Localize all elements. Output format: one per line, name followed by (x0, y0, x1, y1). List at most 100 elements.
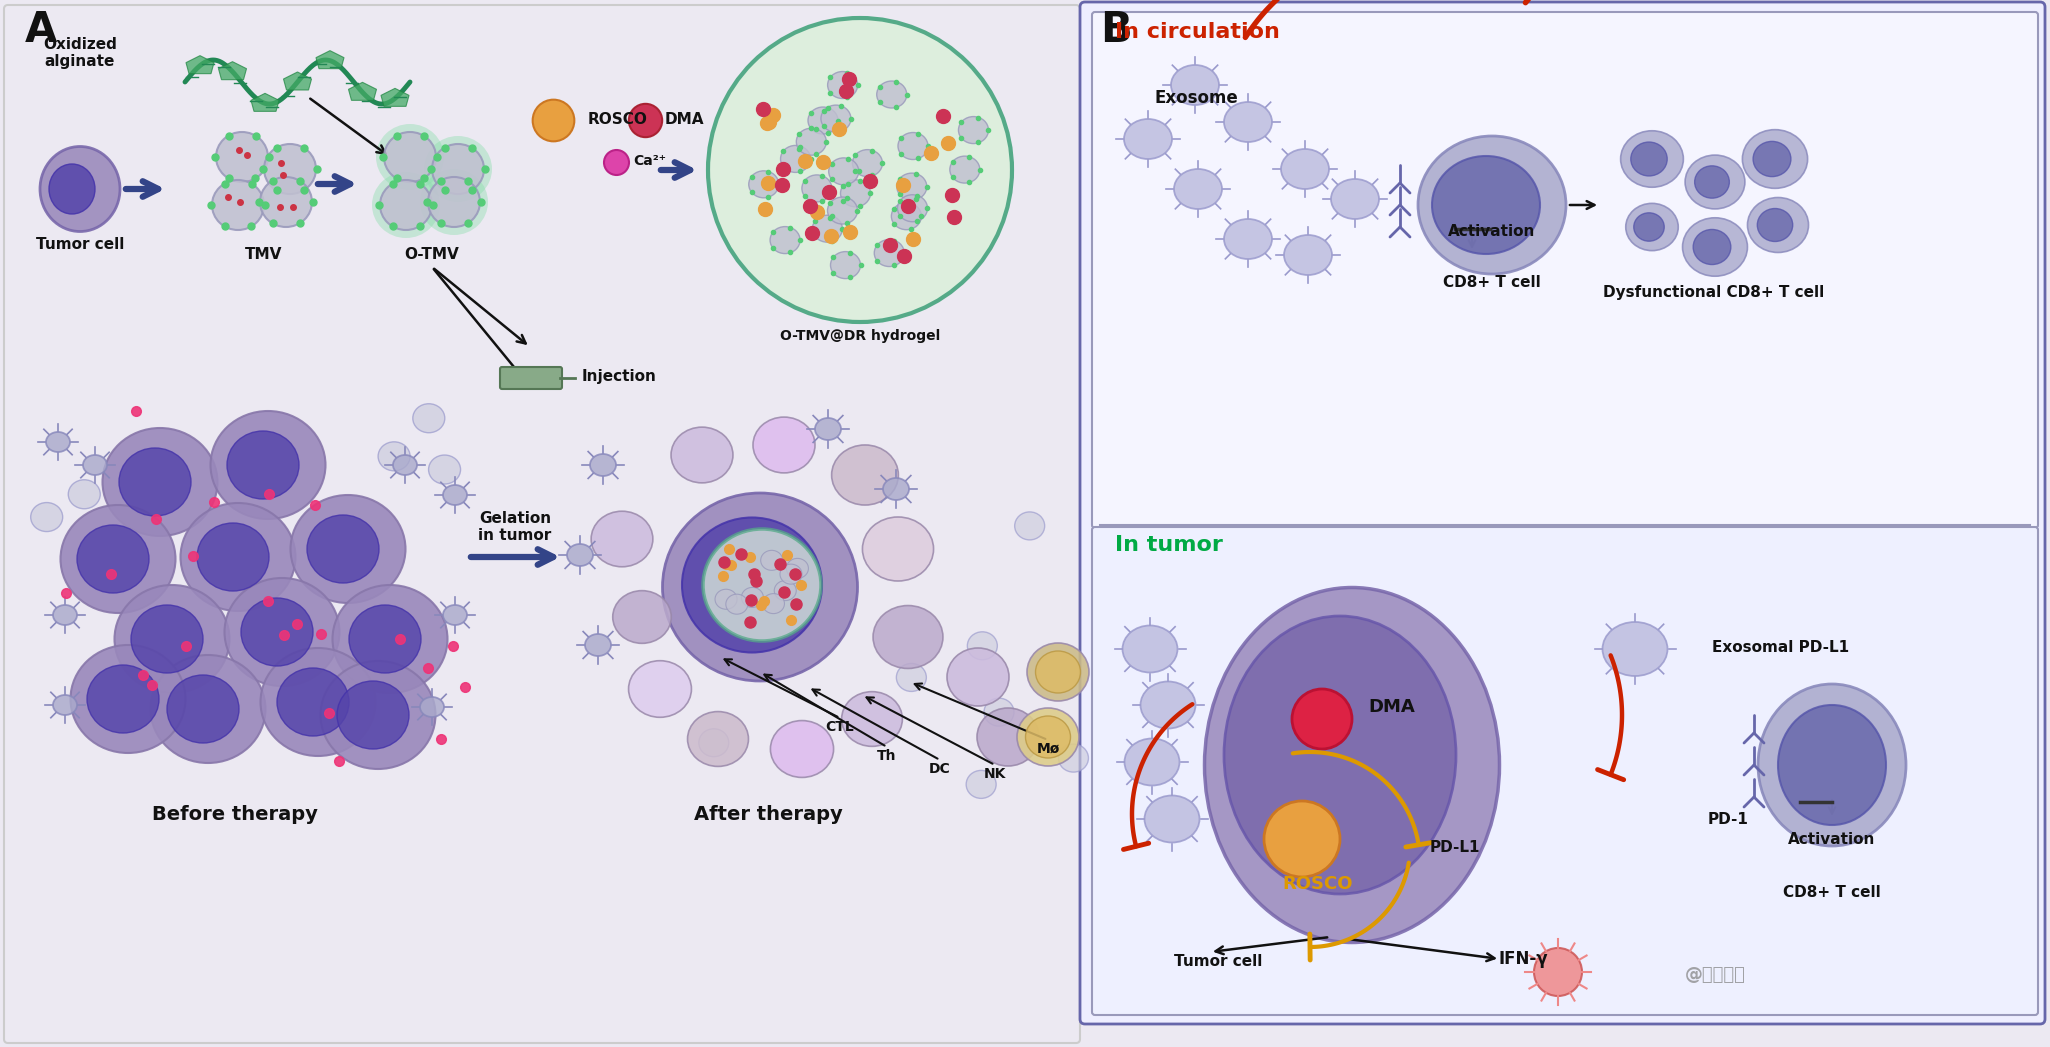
Text: O-TMV: O-TMV (404, 247, 459, 262)
Ellipse shape (1175, 169, 1222, 209)
Ellipse shape (832, 445, 898, 505)
Ellipse shape (873, 605, 943, 668)
Ellipse shape (949, 156, 980, 183)
Polygon shape (316, 50, 344, 69)
Ellipse shape (1144, 796, 1199, 843)
Ellipse shape (1017, 708, 1078, 766)
Ellipse shape (1747, 198, 1808, 252)
Ellipse shape (332, 585, 447, 693)
Circle shape (1292, 689, 1353, 749)
Ellipse shape (1685, 155, 1745, 209)
Text: Gelation
in tumor: Gelation in tumor (478, 511, 551, 543)
Circle shape (707, 18, 1013, 322)
Ellipse shape (808, 107, 838, 134)
Ellipse shape (1757, 208, 1792, 242)
Ellipse shape (1683, 218, 1747, 276)
Ellipse shape (31, 503, 64, 532)
Ellipse shape (877, 81, 906, 108)
Ellipse shape (892, 203, 920, 229)
Ellipse shape (1742, 130, 1808, 188)
Ellipse shape (670, 427, 734, 483)
Ellipse shape (853, 150, 882, 177)
Ellipse shape (828, 158, 859, 185)
Ellipse shape (291, 495, 406, 603)
Text: Injection: Injection (582, 370, 656, 384)
Text: CD8+ T cell: CD8+ T cell (1443, 275, 1542, 290)
Ellipse shape (1171, 65, 1220, 105)
Ellipse shape (1777, 705, 1886, 825)
Ellipse shape (1015, 512, 1046, 540)
Ellipse shape (211, 411, 326, 519)
Ellipse shape (53, 695, 78, 715)
Ellipse shape (424, 136, 492, 202)
Text: ROSCO: ROSCO (1283, 875, 1353, 893)
Ellipse shape (1224, 219, 1271, 259)
Circle shape (1533, 948, 1583, 996)
Ellipse shape (590, 454, 615, 476)
Text: Oxidized
alginate: Oxidized alginate (43, 37, 117, 69)
Ellipse shape (1140, 682, 1195, 729)
Ellipse shape (959, 116, 988, 143)
Ellipse shape (150, 655, 266, 763)
Text: Dysfunctional CD8+ T cell: Dysfunctional CD8+ T cell (1603, 285, 1824, 300)
Ellipse shape (1283, 235, 1332, 275)
Ellipse shape (984, 698, 1015, 727)
Ellipse shape (1419, 136, 1566, 274)
Ellipse shape (795, 128, 826, 155)
Ellipse shape (264, 144, 316, 194)
Ellipse shape (260, 177, 312, 227)
Ellipse shape (1224, 616, 1456, 894)
Ellipse shape (394, 455, 416, 475)
Ellipse shape (1433, 156, 1540, 254)
Ellipse shape (613, 591, 670, 643)
Ellipse shape (830, 251, 861, 279)
Ellipse shape (748, 171, 779, 198)
Ellipse shape (726, 595, 748, 615)
Ellipse shape (1603, 622, 1667, 676)
Ellipse shape (1027, 643, 1089, 701)
Polygon shape (250, 93, 279, 111)
Ellipse shape (45, 432, 70, 452)
Ellipse shape (771, 720, 834, 778)
Ellipse shape (49, 164, 94, 214)
Ellipse shape (443, 605, 467, 625)
Ellipse shape (82, 455, 107, 475)
Text: NK: NK (984, 767, 1007, 781)
Ellipse shape (242, 598, 314, 666)
Text: DMA: DMA (664, 111, 705, 127)
Ellipse shape (873, 240, 904, 267)
Ellipse shape (590, 511, 652, 566)
Ellipse shape (966, 771, 996, 799)
Ellipse shape (377, 442, 410, 471)
Ellipse shape (1622, 131, 1683, 187)
Text: Th: Th (877, 749, 896, 763)
Ellipse shape (787, 558, 808, 578)
Ellipse shape (896, 173, 927, 200)
Ellipse shape (78, 525, 150, 593)
Ellipse shape (820, 105, 851, 132)
Text: O-TMV@DR hydrogel: O-TMV@DR hydrogel (779, 329, 941, 343)
Ellipse shape (781, 146, 810, 173)
Ellipse shape (898, 133, 929, 159)
Ellipse shape (828, 197, 857, 224)
Ellipse shape (277, 668, 348, 736)
Ellipse shape (68, 480, 100, 509)
Ellipse shape (978, 708, 1039, 766)
Ellipse shape (828, 71, 857, 98)
FancyBboxPatch shape (1093, 12, 2038, 528)
Circle shape (1265, 801, 1341, 877)
Ellipse shape (775, 581, 795, 601)
Ellipse shape (211, 180, 264, 230)
Ellipse shape (308, 515, 379, 583)
Text: @联科生物: @联科生物 (1685, 966, 1745, 984)
Ellipse shape (102, 428, 217, 536)
Polygon shape (348, 83, 377, 101)
Ellipse shape (662, 493, 857, 681)
Polygon shape (381, 88, 410, 107)
Ellipse shape (584, 634, 611, 656)
Ellipse shape (687, 712, 748, 766)
Ellipse shape (1695, 165, 1730, 198)
Ellipse shape (1753, 141, 1792, 177)
Ellipse shape (1281, 149, 1328, 190)
Polygon shape (283, 72, 312, 90)
